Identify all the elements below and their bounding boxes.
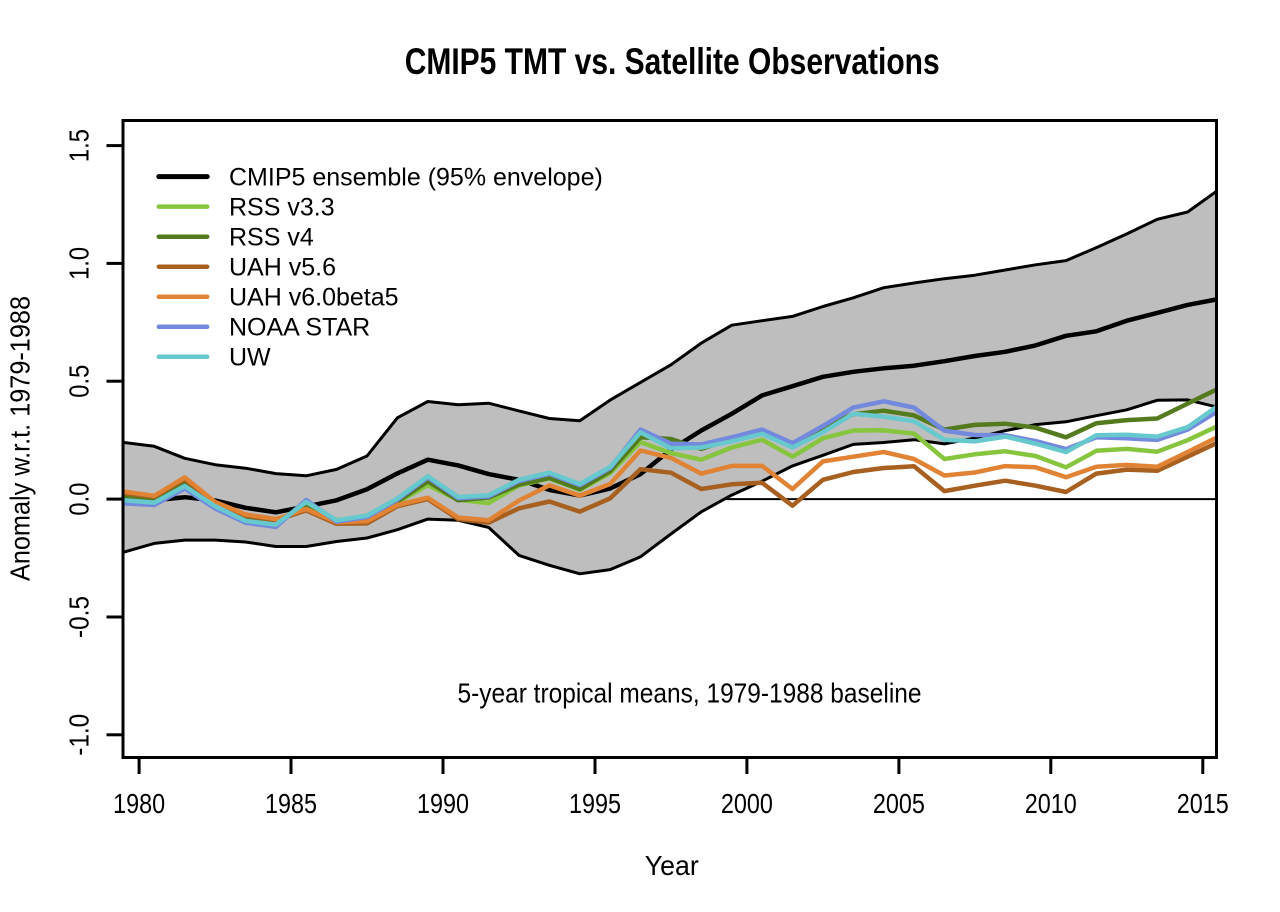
svg-text:2000: 2000 bbox=[721, 788, 773, 819]
svg-text:-0.5: -0.5 bbox=[64, 596, 95, 638]
svg-text:0.0: 0.0 bbox=[64, 483, 95, 516]
svg-text:UW: UW bbox=[229, 344, 271, 372]
svg-text:5-year tropical means, 1979-19: 5-year tropical means, 1979-1988 baselin… bbox=[458, 678, 922, 709]
svg-text:1.0: 1.0 bbox=[64, 247, 95, 280]
svg-text:Anomaly w.r.t. 1979-1988: Anomaly w.r.t. 1979-1988 bbox=[5, 296, 36, 581]
svg-text:UAH v6.0beta5: UAH v6.0beta5 bbox=[229, 284, 399, 312]
svg-text:1995: 1995 bbox=[569, 788, 621, 819]
svg-text:UAH v5.6: UAH v5.6 bbox=[229, 253, 336, 281]
svg-text:-1.0: -1.0 bbox=[64, 714, 95, 756]
svg-text:1.5: 1.5 bbox=[64, 129, 95, 162]
svg-text:NOAA STAR: NOAA STAR bbox=[229, 314, 370, 342]
svg-text:RSS v4: RSS v4 bbox=[229, 223, 314, 251]
svg-text:RSS v3.3: RSS v3.3 bbox=[229, 193, 335, 221]
svg-text:0.5: 0.5 bbox=[64, 365, 95, 398]
svg-text:1990: 1990 bbox=[417, 788, 469, 819]
svg-text:Year: Year bbox=[645, 850, 699, 881]
svg-text:2015: 2015 bbox=[1177, 788, 1229, 819]
svg-text:2005: 2005 bbox=[873, 788, 925, 819]
svg-text:CMIP5 TMT vs. Satellite Observ: CMIP5 TMT vs. Satellite Observations bbox=[405, 41, 940, 82]
svg-text:1985: 1985 bbox=[265, 788, 317, 819]
svg-text:CMIP5 ensemble (95% envelope): CMIP5 ensemble (95% envelope) bbox=[229, 163, 603, 191]
svg-text:2010: 2010 bbox=[1025, 788, 1077, 819]
svg-text:1980: 1980 bbox=[113, 788, 165, 819]
